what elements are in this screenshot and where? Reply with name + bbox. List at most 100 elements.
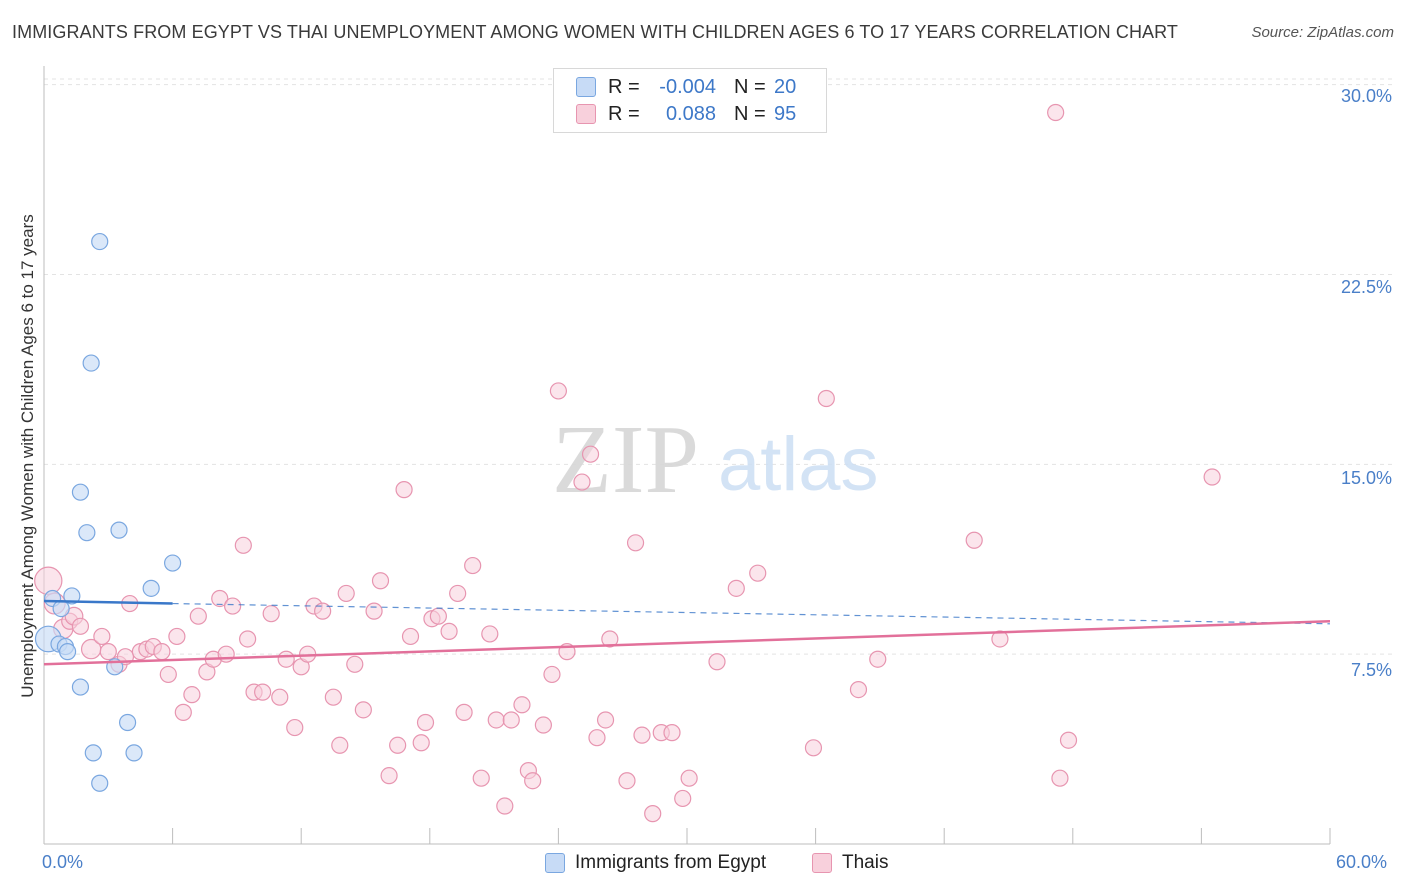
- thai-point: [234, 536, 252, 554]
- thai-point: [99, 643, 117, 661]
- thai-point: [271, 688, 289, 706]
- thai-point: [183, 686, 201, 704]
- egypt-point: [78, 524, 96, 542]
- thai-point: [581, 445, 600, 463]
- egypt-points: [34, 232, 182, 792]
- egypt-point: [63, 587, 81, 605]
- thai-point: [331, 736, 349, 754]
- thai-point: [34, 566, 63, 595]
- thai-point: [262, 605, 280, 623]
- egypt-point: [91, 232, 109, 251]
- egypt-point: [164, 554, 182, 572]
- thai-point: [395, 481, 413, 499]
- y-tick-label: 22.5%: [1340, 277, 1392, 297]
- thai-point: [1047, 103, 1065, 122]
- egypt-swatch: [576, 77, 596, 97]
- thai-point: [804, 739, 823, 757]
- egypt-trend-line: [43, 599, 173, 605]
- thai-point: [286, 718, 304, 737]
- r-value: -0.004: [659, 75, 716, 98]
- n-label: N =: [734, 75, 766, 98]
- thai-point: [481, 625, 499, 643]
- thai-point: [549, 382, 568, 400]
- thai-point: [633, 726, 651, 744]
- chart-title: IMMIGRANTS FROM EGYPT VS THAI UNEMPLOYME…: [12, 22, 1179, 42]
- thai-point: [502, 711, 520, 729]
- thai-point: [389, 736, 407, 754]
- thai-point: [153, 643, 171, 661]
- thai-point: [277, 650, 295, 668]
- egypt-point: [52, 600, 70, 618]
- thai-point: [991, 630, 1009, 648]
- r-label: R =: [608, 102, 640, 125]
- y-tick-label: 7.5%: [1350, 660, 1392, 680]
- thai-point: [1203, 468, 1221, 486]
- egypt-point: [125, 744, 143, 762]
- thai-point: [464, 556, 482, 575]
- thai-point: [534, 716, 552, 734]
- legend-label: Thais: [842, 852, 889, 873]
- watermark: ZIP atlas: [552, 406, 879, 514]
- bottom-legend-thais: Thais: [812, 852, 888, 874]
- y-tick-label: 15.0%: [1340, 468, 1392, 488]
- bottom-legend-egypt: Immigrants from Egypt: [545, 852, 766, 874]
- correlation-legend: R = -0.004 N = 20 R = 0.088 N = 95: [553, 68, 827, 133]
- thai-point: [211, 589, 229, 608]
- egypt-point: [142, 579, 160, 597]
- thai-point: [254, 683, 272, 701]
- thai-point: [663, 724, 681, 742]
- thai-point: [626, 534, 645, 552]
- egypt-trend-extension: [172, 602, 1331, 625]
- r-value: 0.088: [665, 102, 716, 125]
- thai-point: [644, 805, 662, 823]
- thai-point: [543, 665, 561, 684]
- thai-point: [416, 713, 435, 732]
- trend-lines: [43, 599, 1331, 666]
- thai-point: [159, 665, 177, 684]
- thai-point: [380, 767, 398, 785]
- egypt-point: [58, 643, 77, 661]
- watermark-zip: ZIP: [552, 406, 699, 514]
- n-label: N =: [734, 102, 766, 125]
- y-tick-label: 30.0%: [1340, 86, 1392, 106]
- n-value: 95: [774, 102, 797, 125]
- egypt-point: [71, 483, 90, 501]
- thai-point: [817, 389, 835, 408]
- thai-point: [346, 655, 364, 673]
- thai-point: [93, 627, 111, 646]
- egypt-point: [110, 521, 128, 539]
- egypt-point: [91, 774, 109, 792]
- thai-point: [168, 627, 186, 646]
- egypt-point: [118, 713, 137, 732]
- r-label: R =: [608, 75, 640, 98]
- thai-point: [472, 769, 490, 787]
- thais-swatch: [576, 104, 596, 124]
- thai-trend-line: [43, 620, 1331, 666]
- x-tick-label: 0.0%: [42, 852, 84, 872]
- x-tick-label: 60.0%: [1336, 852, 1388, 872]
- thai-point: [354, 701, 372, 719]
- thais-swatch: [812, 853, 832, 873]
- thai-point: [314, 602, 332, 620]
- thai-point: [239, 630, 257, 648]
- thai-point: [1059, 731, 1078, 749]
- thai-point: [596, 711, 615, 729]
- thai-point: [708, 653, 726, 671]
- thai-point: [371, 572, 390, 590]
- egypt-point: [84, 744, 102, 762]
- gridlines: [44, 78, 1394, 655]
- thai-point: [324, 688, 342, 706]
- thai-point: [513, 696, 531, 714]
- thai-point: [365, 602, 383, 620]
- thai-point: [449, 584, 467, 603]
- thai-point: [189, 607, 207, 625]
- egypt-point: [71, 678, 90, 696]
- thai-point: [71, 617, 90, 635]
- egypt-point: [82, 354, 100, 372]
- thai-point: [601, 630, 619, 648]
- source-credit: Source: ZipAtlas.com: [1251, 24, 1394, 41]
- thai-point: [412, 734, 430, 752]
- thai-point: [618, 772, 636, 790]
- thai-point: [174, 703, 192, 721]
- thai-point: [337, 584, 355, 603]
